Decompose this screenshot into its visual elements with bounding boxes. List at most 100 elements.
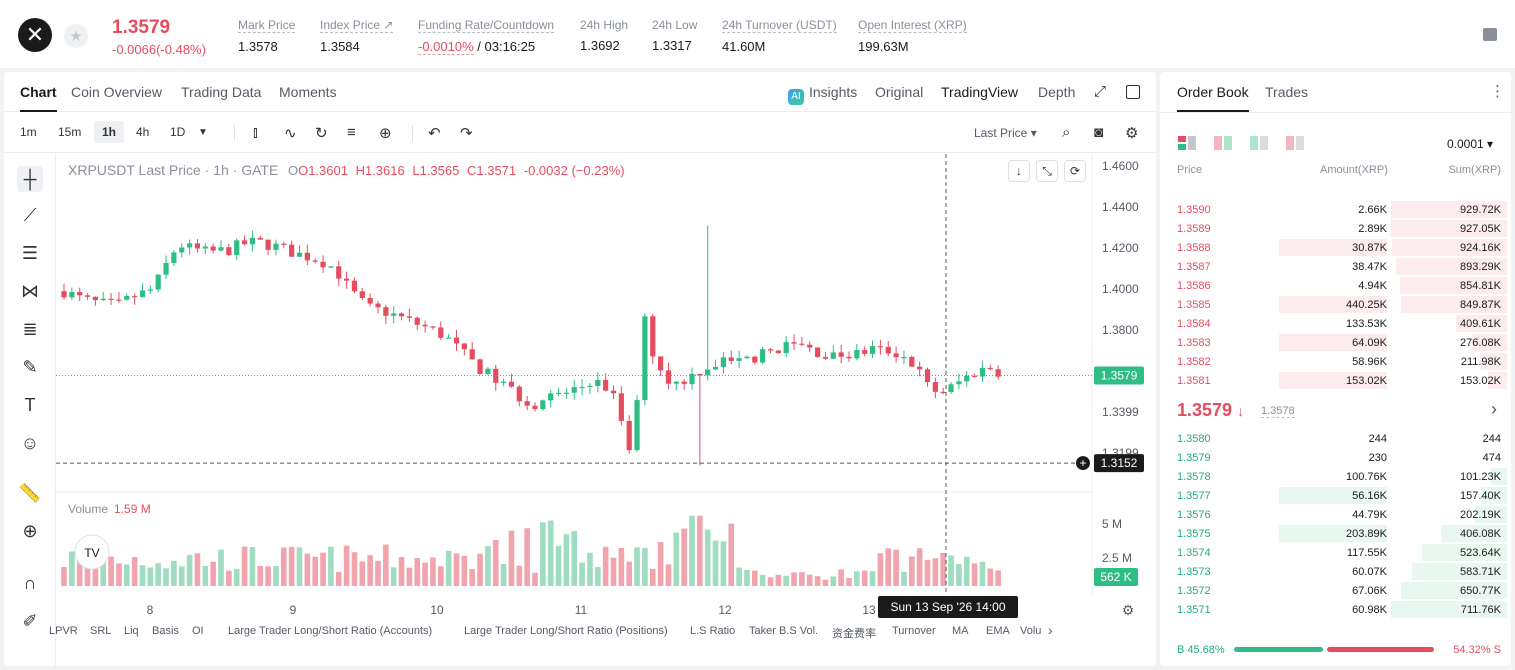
view-bids-icon[interactable] bbox=[1250, 136, 1268, 150]
ask-row[interactable]: 1.3590 2.66K 929.72K bbox=[1160, 200, 1511, 219]
indicator-item[interactable]: SRL bbox=[90, 625, 112, 637]
ask-row[interactable]: 1.3589 2.89K 927.05K bbox=[1160, 219, 1511, 238]
window-toggle-icon[interactable] bbox=[1126, 85, 1140, 99]
ask-row[interactable]: 1.3587 38.47K 893.29K bbox=[1160, 257, 1511, 276]
candlestick-chart[interactable]: 1.4600 1.4400 1.4200 1.4000 1.3800 1.3399 1.31… bbox=[56, 154, 1152, 620]
indicator-item[interactable]: MA bbox=[952, 625, 969, 637]
volume-bar bbox=[814, 576, 821, 586]
tab-chart[interactable]: Chart bbox=[20, 84, 57, 112]
more-options-icon[interactable]: ⋮ bbox=[1490, 83, 1505, 100]
favorite-star-icon[interactable]: ★ bbox=[64, 24, 88, 48]
draw-pencil-icon[interactable]: ✐ bbox=[22, 610, 38, 631]
indicator-scroll-icon[interactable]: › bbox=[1048, 622, 1053, 638]
expand-icon[interactable]: ⤢ bbox=[1094, 83, 1107, 100]
bid-row[interactable]: 1.3571 60.98K 711.76K bbox=[1160, 600, 1511, 619]
guide-book-icon[interactable] bbox=[1483, 28, 1497, 41]
timeframe-4h[interactable]: 4h bbox=[136, 125, 150, 139]
indicator-item[interactable]: Large Trader Long/Short Ratio (Accounts) bbox=[228, 625, 433, 637]
indicators-icon[interactable]: ∿ bbox=[284, 125, 297, 142]
precision-select[interactable]: 0.0001 ▾ bbox=[1447, 137, 1494, 151]
price-source-select[interactable]: Last Price ▾ bbox=[974, 126, 1037, 140]
indicator-item[interactable]: EMA bbox=[986, 625, 1010, 637]
indicator-item[interactable]: OI bbox=[192, 625, 204, 637]
view-depth[interactable]: Depth bbox=[1038, 84, 1076, 100]
view-insights[interactable]: AI Insights bbox=[788, 84, 857, 105]
replay-icon[interactable]: ↻ bbox=[315, 125, 328, 142]
timeframe-1d[interactable]: 1D bbox=[170, 125, 186, 139]
tab-trades[interactable]: Trades bbox=[1265, 84, 1309, 100]
camera-icon[interactable]: ◙ bbox=[1094, 124, 1104, 141]
bid-row[interactable]: 1.3579 230 474 bbox=[1160, 448, 1511, 467]
redo-icon[interactable]: ↷ bbox=[460, 125, 473, 142]
bid-row[interactable]: 1.3578 100.76K 101.23K bbox=[1160, 467, 1511, 486]
stat-index-price[interactable]: Index Price ↗ 1.3584 bbox=[320, 18, 394, 54]
fib-tool-icon[interactable]: ≣ bbox=[22, 318, 38, 339]
collapse-button[interactable]: ⤡ bbox=[1036, 160, 1058, 182]
text-tool-icon[interactable]: T bbox=[24, 394, 36, 415]
magnet-tool-icon[interactable]: ∩ bbox=[23, 572, 37, 593]
bid-row[interactable]: 1.3580 244 244 bbox=[1160, 429, 1511, 448]
volume-bar bbox=[563, 534, 570, 586]
indicator-item[interactable]: Large Trader Long/Short Ratio (Positions… bbox=[464, 625, 668, 637]
view-mixed-icon[interactable] bbox=[1214, 136, 1232, 150]
indicator-item[interactable]: LPVR bbox=[49, 625, 78, 637]
tab-trading-data[interactable]: Trading Data bbox=[181, 84, 262, 100]
tab-moments[interactable]: Moments bbox=[279, 84, 337, 100]
bid-row[interactable]: 1.3572 67.06K 650.77K bbox=[1160, 581, 1511, 600]
bid-row[interactable]: 1.3573 60.07K 583.71K bbox=[1160, 562, 1511, 581]
bid-row[interactable]: 1.3575 203.89K 406.08K bbox=[1160, 524, 1511, 543]
scroll-down-button[interactable]: ↓ bbox=[1008, 160, 1030, 182]
brush-tool-icon[interactable]: ✎ bbox=[22, 356, 38, 377]
ask-row[interactable]: 1.3584 133.53K 409.61K bbox=[1160, 314, 1511, 333]
ask-row[interactable]: 1.3588 30.87K 924.16K bbox=[1160, 238, 1511, 257]
indicator-item[interactable]: Turnover bbox=[892, 625, 936, 637]
volume-bar bbox=[178, 566, 185, 586]
volume-bar bbox=[579, 562, 585, 586]
emoji-tool-icon[interactable]: ☺ bbox=[20, 432, 40, 453]
ask-row[interactable]: 1.3583 64.09K 276.08K bbox=[1160, 333, 1511, 352]
candle-body bbox=[438, 327, 444, 338]
ask-row[interactable]: 1.3586 4.94K 854.81K bbox=[1160, 276, 1511, 295]
tab-coin-overview[interactable]: Coin Overview bbox=[71, 84, 163, 100]
stat-mark-price[interactable]: Mark Price 1.3578 bbox=[238, 18, 296, 54]
candle-body bbox=[634, 400, 640, 451]
bid-row[interactable]: 1.3577 56.16K 157.40K bbox=[1160, 486, 1511, 505]
tab-order-book[interactable]: Order Book bbox=[1177, 84, 1249, 112]
indicator-item[interactable]: Taker B.S Vol. bbox=[749, 625, 819, 637]
undo-icon[interactable]: ↶ bbox=[428, 125, 441, 142]
timeframe-15m[interactable]: 15m bbox=[58, 125, 82, 139]
candle-type-icon[interactable]: ⫾ bbox=[253, 124, 258, 141]
add-alert-icon[interactable]: ⊕ bbox=[379, 125, 392, 142]
indicator-item[interactable]: Volu bbox=[1020, 625, 1042, 637]
search-icon[interactable]: ⌕ bbox=[1062, 124, 1071, 141]
pattern-tool-icon[interactable]: ⋈ bbox=[21, 280, 39, 301]
stat-funding-rate[interactable]: Funding Rate/Countdown -0.0010% / 03:16:… bbox=[418, 18, 555, 55]
trendline-tool-icon[interactable]: ⟋ bbox=[23, 204, 37, 225]
ask-row[interactable]: 1.3581 153.02K 153.02K bbox=[1160, 371, 1511, 390]
crosshair-tool-icon[interactable]: ┼ bbox=[17, 166, 43, 192]
view-original[interactable]: Original bbox=[875, 84, 924, 100]
timeframe-1m[interactable]: 1m bbox=[20, 125, 37, 139]
candle-body bbox=[791, 342, 797, 344]
view-asks-icon[interactable] bbox=[1286, 136, 1304, 150]
view-both-icon[interactable] bbox=[1178, 136, 1196, 150]
timeframe-1h[interactable]: 1h bbox=[94, 121, 125, 143]
refresh-button[interactable]: ⟳ bbox=[1064, 160, 1086, 182]
zoom-tool-icon[interactable]: ⊕ bbox=[22, 520, 38, 541]
settings-gear-icon[interactable]: ⚙ bbox=[1125, 125, 1139, 142]
indicator-item[interactable]: Liq bbox=[124, 625, 139, 637]
ask-row[interactable]: 1.3585 440.25K 849.87K bbox=[1160, 295, 1511, 314]
view-tradingview[interactable]: TradingView bbox=[941, 84, 1019, 100]
candle-body bbox=[893, 353, 899, 358]
horizontal-lines-tool-icon[interactable]: ☰ bbox=[21, 242, 39, 263]
chevron-right-icon[interactable]: › bbox=[1491, 399, 1497, 419]
ruler-tool-icon[interactable]: 📏 bbox=[18, 482, 42, 503]
timeframe-dropdown-icon[interactable]: ▼ bbox=[198, 127, 208, 138]
indicator-item[interactable]: Basis bbox=[152, 625, 179, 637]
indicator-item[interactable]: L.S Ratio bbox=[690, 625, 736, 637]
indicator-item[interactable]: 资金费率 bbox=[832, 628, 876, 640]
templates-icon[interactable]: ≡ bbox=[347, 124, 356, 141]
ask-row[interactable]: 1.3582 58.96K 211.98K bbox=[1160, 352, 1511, 371]
bid-row[interactable]: 1.3574 117.55K 523.64K bbox=[1160, 543, 1511, 562]
bid-row[interactable]: 1.3576 44.79K 202.19K bbox=[1160, 505, 1511, 524]
